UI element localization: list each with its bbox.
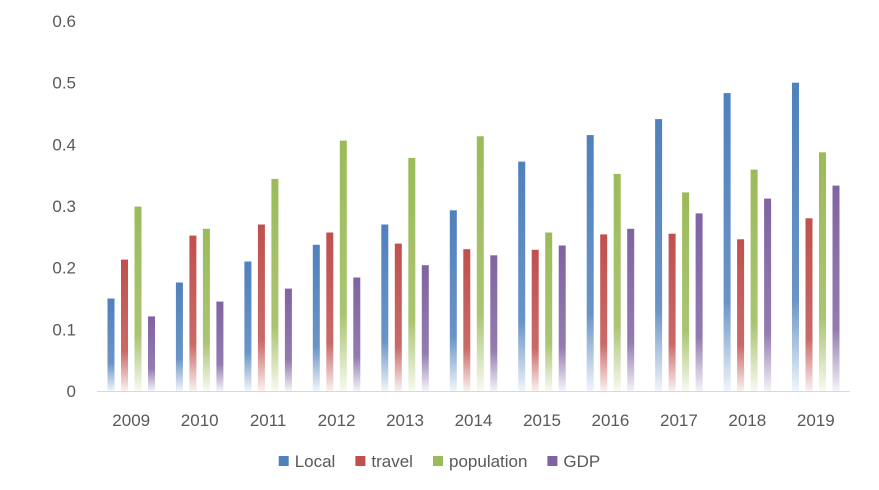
legend-label: population: [449, 452, 527, 471]
bar-travel-2009: [121, 259, 128, 391]
bar-local-2010: [175, 282, 183, 391]
bar-travel-2012: [326, 232, 334, 391]
y-tick-label: 0.6: [52, 12, 76, 31]
legend-swatch: [278, 456, 289, 466]
bar-population-2018: [750, 169, 758, 391]
bar-population-2014: [476, 136, 484, 391]
legend-label: Local: [295, 452, 336, 471]
bar-population-2012: [339, 140, 347, 391]
legend-label: GDP: [563, 452, 600, 471]
bar-local-2016: [586, 135, 594, 391]
bar-travel-2011: [257, 224, 265, 391]
legend-item-gdp: GDP: [547, 452, 600, 471]
legend-swatch: [355, 456, 366, 466]
x-tick-label: 2015: [523, 411, 561, 430]
legend-item-local: Local: [278, 452, 336, 471]
x-tick-label: 2012: [318, 411, 356, 430]
y-tick-label: 0.5: [52, 74, 76, 93]
bar-gdp-2012: [353, 277, 361, 391]
bar-gdp-2019: [832, 185, 840, 391]
bar-gdp-2018: [764, 198, 772, 391]
bar-gdp-2011: [284, 288, 292, 391]
bar-gdp-2009: [148, 316, 155, 391]
y-tick-label: 0.1: [52, 320, 76, 339]
x-tick-label: 2009: [112, 411, 150, 430]
bar-local-2015: [518, 161, 526, 391]
legend-label: travel: [371, 452, 413, 471]
x-tick-label: 2011: [250, 411, 287, 430]
bar-local-2011: [244, 261, 252, 391]
bar-population-2015: [545, 232, 553, 391]
legend-swatch: [433, 456, 443, 466]
legend: Local travel population GDP: [278, 452, 600, 471]
x-tick-label: 2014: [455, 411, 493, 430]
x-tick-label: 2018: [728, 411, 766, 430]
bar-travel-2014: [463, 249, 471, 391]
bar-population-2019: [819, 152, 826, 391]
bar-population-2009: [134, 206, 142, 391]
bar-travel-2018: [737, 239, 745, 391]
bar-gdp-2016: [627, 228, 635, 391]
bar-gdp-2014: [490, 255, 498, 391]
x-tick-label: 2019: [797, 411, 835, 430]
bar-travel-2013: [394, 243, 402, 391]
bar-local-2012: [312, 244, 320, 391]
bar-local-2009: [107, 298, 115, 391]
bar-travel-2015: [531, 249, 539, 391]
bar-population-2011: [271, 178, 279, 391]
x-tick-label: 2010: [181, 411, 219, 430]
bar-population-2016: [613, 173, 621, 391]
x-tick-label: 2016: [591, 411, 629, 430]
bar-travel-2017: [668, 233, 676, 391]
x-axis-tick-labels: 2009 2010 2011 2012 2013 2014 2015 2016 2017 2018…: [112, 411, 834, 430]
legend-item-travel: travel: [355, 452, 413, 471]
bar-travel-2016: [600, 234, 608, 391]
legend-swatch: [547, 456, 558, 466]
bar-gdp-2017: [695, 213, 703, 391]
legend-item-population: population: [433, 452, 527, 471]
y-tick-label: 0: [67, 382, 76, 401]
bar-local-2018: [723, 93, 731, 391]
bar-local-2014: [449, 210, 457, 391]
bar-population-2013: [408, 157, 416, 391]
x-tick-label: 2017: [660, 411, 698, 430]
y-tick-label: 0.3: [52, 197, 76, 216]
bar-gdp-2010: [216, 301, 224, 391]
bar-population-2010: [202, 228, 210, 391]
bars: [107, 82, 840, 391]
bar-travel-2019: [805, 218, 813, 391]
bar-gdp-2015: [558, 245, 566, 391]
y-axis-tick-labels: 0 0.1 0.2 0.3 0.4 0.5 0.6: [52, 12, 76, 401]
bar-local-2013: [381, 224, 389, 391]
bar-population-2017: [682, 192, 690, 391]
bar-local-2017: [655, 119, 663, 391]
bar-travel-2010: [189, 235, 197, 391]
bar-gdp-2013: [421, 265, 429, 391]
bar-local-2019: [792, 82, 799, 391]
y-tick-label: 0.2: [52, 259, 76, 278]
x-tick-label: 2013: [386, 411, 424, 430]
y-tick-label: 0.4: [52, 135, 76, 154]
